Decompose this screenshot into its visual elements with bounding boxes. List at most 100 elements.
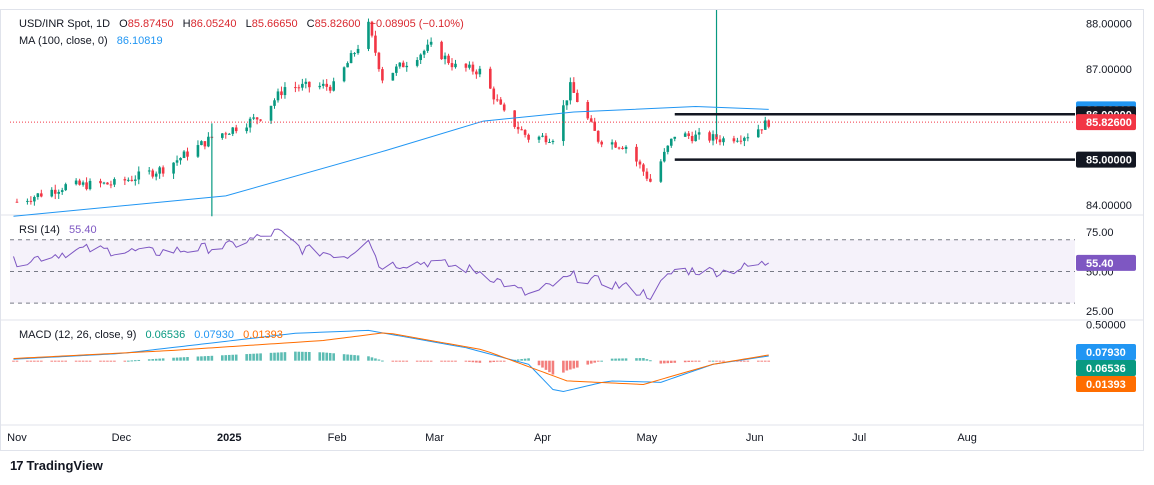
candle-body xyxy=(471,64,475,72)
macd-hist-bar xyxy=(328,352,332,361)
macd-hist-bar xyxy=(318,352,322,361)
candle-body xyxy=(722,138,725,143)
macd-hist-bar xyxy=(635,358,638,361)
macd-hist-bar xyxy=(690,360,694,362)
candle-body xyxy=(621,147,624,150)
macd-hist-bar xyxy=(520,359,523,361)
tradingview-logo[interactable]: 17 TradingView xyxy=(10,458,103,473)
candle-body xyxy=(516,126,520,130)
macd-hist-bar xyxy=(576,360,579,368)
candle-body xyxy=(673,136,677,139)
time-axis-tick: Dec xyxy=(112,432,132,444)
macd-badge-bg xyxy=(1076,360,1136,376)
macd-hist-bar xyxy=(586,360,590,365)
candle-body xyxy=(502,104,506,111)
candle-body xyxy=(151,170,154,177)
candle-body xyxy=(304,81,308,84)
macd-hist-bar xyxy=(669,360,673,363)
candle-body xyxy=(273,100,276,106)
candle-body xyxy=(99,180,102,184)
macd-hist-bar xyxy=(123,360,127,362)
low-value: 85.66650 xyxy=(251,18,298,30)
candle-body xyxy=(26,200,29,202)
macd-hist-bar xyxy=(245,354,248,361)
macd-hist-bar xyxy=(516,359,520,361)
candle-body xyxy=(57,191,61,194)
macd-hist-bar xyxy=(294,351,297,361)
candle-body xyxy=(276,91,280,101)
candle-body xyxy=(127,179,130,181)
macd-hist-bar xyxy=(182,357,186,361)
rsi-axis-tick: 25.00 xyxy=(1086,306,1114,318)
candle-body xyxy=(353,53,356,55)
candle-body xyxy=(109,184,113,186)
candle-body xyxy=(374,35,377,53)
macd-legend: MACD (12, 26, close, 9) 0.06536 0.07930 … xyxy=(19,328,283,342)
candle-body xyxy=(645,171,649,179)
candle-body xyxy=(401,62,405,68)
open-label: O xyxy=(119,18,128,30)
candle-body xyxy=(259,119,262,121)
candle-body xyxy=(763,120,767,130)
candle-body xyxy=(64,184,67,191)
candle-body xyxy=(562,105,565,142)
candle-body xyxy=(123,179,127,181)
macd-hist-bar xyxy=(697,360,701,362)
level-85-badge: 85.00000 xyxy=(1086,155,1132,167)
macd-badge-bg xyxy=(1076,376,1136,392)
candle-body xyxy=(541,135,544,137)
candle-body xyxy=(74,180,78,185)
macd-hist-bar xyxy=(415,360,419,362)
macd-hist-bar xyxy=(649,360,652,362)
macd-hist-bar xyxy=(325,352,329,361)
macd-hist-bar xyxy=(154,358,158,361)
macd-hist-bar xyxy=(106,360,109,362)
macd-hist-bar xyxy=(760,360,764,362)
candle-body xyxy=(739,140,743,142)
macd-hist-bar xyxy=(301,351,304,361)
candle-body xyxy=(147,170,151,172)
macd-hist-bar xyxy=(663,360,666,364)
macd-hist-bar xyxy=(346,354,349,361)
candle-body xyxy=(683,133,687,137)
macd-hist-bar xyxy=(381,360,384,362)
macd-hist-bar xyxy=(527,358,530,361)
candle-body xyxy=(666,145,670,152)
macd-hist-bar xyxy=(523,358,527,361)
candle-body xyxy=(245,127,248,132)
macd-hist-bar xyxy=(370,357,374,361)
candle-body xyxy=(297,87,301,89)
macd-hist-bar xyxy=(443,360,447,362)
macd-hist-bar xyxy=(227,354,231,361)
macd-hist-bar xyxy=(33,360,36,362)
macd-axis-tick: 0.50000 xyxy=(1086,320,1126,332)
macd-hist-bar xyxy=(186,357,189,361)
macd-badge: 0.06536 xyxy=(1086,363,1126,375)
candle-body xyxy=(182,151,186,158)
macd-hist-bar xyxy=(537,360,541,366)
macd-hist-bar xyxy=(147,359,151,361)
candle-body xyxy=(81,182,85,185)
macd-hist-bar xyxy=(234,354,238,361)
symbol-label: USD/INR Spot, 1D xyxy=(19,18,111,30)
macd-hist-bar xyxy=(447,360,450,362)
candle-body xyxy=(283,87,287,96)
candle-body xyxy=(426,44,429,51)
macd-hist-bar xyxy=(502,360,506,362)
candle-body xyxy=(248,118,252,128)
macd-legend-v3: 0.01393 xyxy=(243,329,283,341)
candle-body xyxy=(88,180,92,190)
macd-hist-bar xyxy=(308,351,311,361)
candle-body xyxy=(422,50,426,55)
candle-body xyxy=(635,146,638,162)
macd-hist-bar xyxy=(99,360,102,362)
candle-body xyxy=(572,82,576,93)
candle-body xyxy=(154,173,158,177)
time-axis-tick: Feb xyxy=(328,432,347,444)
macd-line xyxy=(13,329,769,393)
macd-hist-bar xyxy=(718,360,722,362)
macd-hist-bar xyxy=(593,360,597,363)
price-axis-tick: 88.00000 xyxy=(1086,19,1132,31)
candle-body xyxy=(356,48,360,54)
